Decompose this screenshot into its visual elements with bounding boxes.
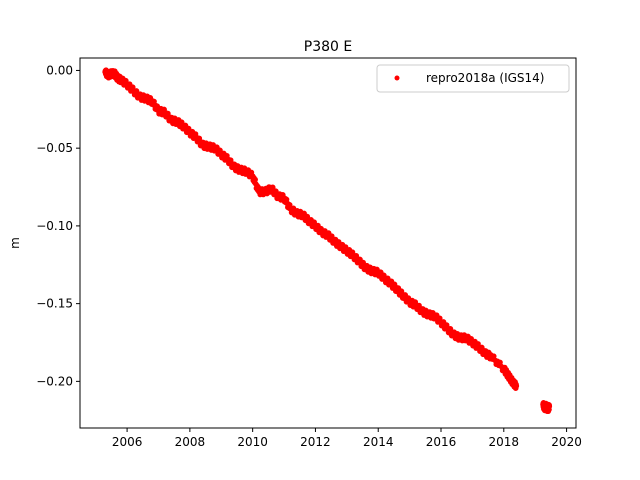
x-tick-label: 2006	[112, 435, 143, 449]
y-axis-label: m	[8, 237, 22, 249]
x-tick-label: 2014	[363, 435, 394, 449]
y-tick-label: 0.00	[46, 63, 73, 77]
data-point	[513, 383, 520, 389]
data-points	[102, 67, 553, 415]
x-tick-label: 2010	[237, 435, 268, 449]
x-tick-label: 2020	[551, 435, 582, 449]
plot-area	[80, 58, 576, 428]
legend-box	[376, 64, 570, 93]
data-point	[546, 403, 553, 410]
plot-frame	[79, 57, 577, 429]
x-tick-label: 2008	[175, 435, 206, 449]
chart-title: P380 E	[304, 39, 352, 55]
x-tick-label: 2016	[426, 435, 457, 449]
x-axis-ticks: 2006 2008 2010 2012 2014 2016 2018 2020	[112, 428, 582, 449]
x-tick-label: 2012	[300, 435, 331, 449]
legend: repro2018a (IGS14)	[376, 64, 570, 93]
legend-marker	[394, 75, 400, 81]
y-tick-label: −0.20	[36, 374, 73, 388]
data-point	[252, 176, 258, 183]
y-tick-label: −0.05	[36, 141, 73, 155]
y-tick-label: −0.15	[36, 297, 73, 311]
legend-label: repro2018a (IGS14)	[426, 71, 544, 85]
y-axis-ticks: 0.00 −0.05 −0.10 −0.15 −0.20	[36, 63, 80, 388]
x-tick-label: 2018	[489, 435, 520, 449]
y-tick-label: −0.10	[36, 219, 73, 233]
